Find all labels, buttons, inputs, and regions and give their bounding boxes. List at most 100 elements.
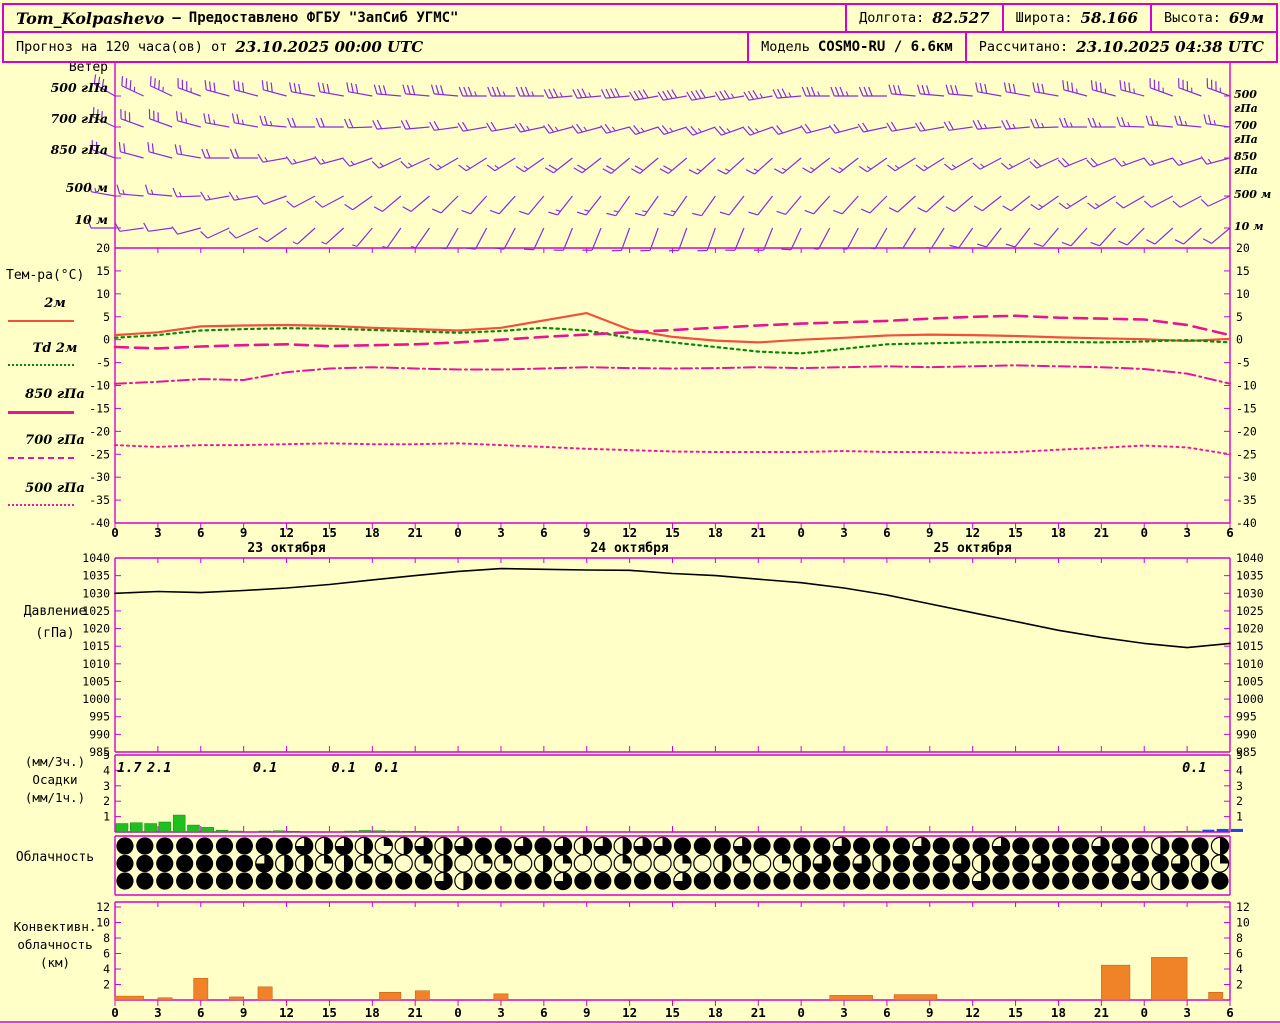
svg-text:18: 18 bbox=[1051, 1005, 1066, 1020]
svg-text:0: 0 bbox=[103, 333, 110, 347]
legend-label-500hpa: 500 гПа bbox=[25, 481, 85, 496]
svg-text:2: 2 bbox=[103, 794, 110, 808]
svg-text:15: 15 bbox=[322, 1005, 337, 1020]
svg-text:8: 8 bbox=[103, 931, 110, 945]
svg-text:-10: -10 bbox=[89, 379, 110, 393]
svg-text:5: 5 bbox=[1236, 748, 1243, 762]
svg-text:2: 2 bbox=[103, 978, 110, 992]
time-axis: 0 0 3 3 6 6 9 9 12 12 15 15 18 18 21 21 0 0 3 3 6 6 9 9 12 12 15 15… bbox=[111, 248, 1234, 1020]
svg-text:15: 15 bbox=[665, 525, 680, 540]
dash: — bbox=[172, 10, 181, 26]
svg-text:24 октября: 24 октября bbox=[590, 541, 668, 556]
wind-level-label-500m: 500 м bbox=[65, 180, 108, 195]
svg-text:0: 0 bbox=[111, 525, 119, 540]
provider-text: Предоставлено ФГБУ "ЗапСиб УГМС" bbox=[188, 10, 459, 26]
svg-text:9: 9 bbox=[240, 1005, 248, 1020]
svg-text:1: 1 bbox=[1236, 810, 1243, 824]
svg-text:-10: -10 bbox=[1236, 379, 1257, 393]
latitude-label: Широта: bbox=[1015, 10, 1073, 26]
legend-line-700hpa bbox=[8, 457, 74, 459]
wind-level-label-700hpa-right: 700 гПа bbox=[1234, 119, 1258, 146]
forecast-segment: Прогноз на 120 часа(ов) от 23.10.2025 00… bbox=[4, 33, 747, 61]
altitude-segment: Высота: 69м bbox=[1149, 5, 1276, 31]
svg-text:9: 9 bbox=[583, 1005, 591, 1020]
svg-text:990: 990 bbox=[1236, 727, 1257, 741]
svg-text:1: 1 bbox=[103, 810, 110, 824]
svg-text:-35: -35 bbox=[89, 493, 110, 507]
svg-text:21: 21 bbox=[1094, 1005, 1109, 1020]
model-value: COSMO-RU / 6.6км bbox=[817, 39, 953, 55]
svg-text:0: 0 bbox=[797, 525, 805, 540]
pressure-curve bbox=[114, 567, 1231, 649]
svg-text:-15: -15 bbox=[89, 401, 110, 415]
pressure-panel-title: Давление bbox=[23, 604, 87, 619]
svg-text:-30: -30 bbox=[89, 470, 110, 484]
svg-text:21: 21 bbox=[408, 1005, 423, 1020]
legend-line-500hpa bbox=[8, 504, 74, 506]
precip-units-1h: (мм/1ч.) bbox=[24, 790, 86, 805]
svg-text:-25: -25 bbox=[1236, 447, 1257, 461]
svg-text:15: 15 bbox=[665, 1005, 680, 1020]
svg-text:23 октября: 23 октября bbox=[247, 541, 325, 556]
wind-level-label-850hpa: 850 гПа bbox=[50, 142, 108, 157]
forecast-label: Прогноз на 120 часа(ов) от bbox=[16, 39, 228, 55]
calc-segment: Рассчитано: 23.10.2025 04:38 UTC bbox=[964, 33, 1276, 61]
svg-text:3: 3 bbox=[497, 525, 505, 540]
cloud-circles bbox=[116, 836, 1230, 891]
svg-text:3: 3 bbox=[497, 1005, 505, 1020]
svg-text:1005: 1005 bbox=[82, 674, 110, 688]
svg-text:12: 12 bbox=[279, 1005, 294, 1020]
svg-text:6: 6 bbox=[197, 525, 205, 540]
svg-text:20: 20 bbox=[96, 241, 110, 255]
wind-level-label-500m-right: 500 м bbox=[1234, 188, 1272, 201]
svg-text:18: 18 bbox=[1051, 525, 1066, 540]
svg-text:0: 0 bbox=[1140, 525, 1148, 540]
forecast-time: 23.10.2025 00:00 UTC bbox=[235, 38, 424, 56]
svg-text:5: 5 bbox=[1236, 310, 1243, 324]
svg-text:1035: 1035 bbox=[82, 569, 110, 583]
svg-text:-40: -40 bbox=[1236, 516, 1257, 530]
svg-text:21: 21 bbox=[751, 1005, 766, 1020]
svg-text:15: 15 bbox=[322, 525, 337, 540]
svg-text:995: 995 bbox=[1236, 710, 1257, 724]
legend-label-850hpa: 850 гПа bbox=[25, 387, 85, 402]
latitude-value: 58.166 bbox=[1080, 9, 1138, 27]
svg-text:3: 3 bbox=[154, 1005, 162, 1020]
svg-text:12: 12 bbox=[622, 525, 637, 540]
svg-text:0: 0 bbox=[1140, 1005, 1148, 1020]
header-row-2: Прогноз на 120 часа(ов) от 23.10.2025 00… bbox=[4, 33, 1276, 61]
svg-text:-35: -35 bbox=[1236, 493, 1257, 507]
legend-label-700hpa: 700 гПа bbox=[25, 433, 85, 448]
svg-text:-15: -15 bbox=[1236, 401, 1257, 415]
svg-text:18: 18 bbox=[365, 525, 380, 540]
svg-text:0: 0 bbox=[111, 1005, 119, 1020]
svg-text:985: 985 bbox=[1236, 745, 1257, 759]
wind-level-label-500hpa: 500 гПа bbox=[50, 80, 108, 95]
svg-text:1035: 1035 bbox=[1236, 569, 1264, 583]
svg-text:6: 6 bbox=[540, 1005, 548, 1020]
svg-text:12: 12 bbox=[622, 1005, 637, 1020]
wind-panel-title: Ветер bbox=[68, 60, 108, 75]
wind-level-label-700hpa: 700 гПа bbox=[50, 111, 108, 126]
svg-text:6: 6 bbox=[1226, 525, 1234, 540]
svg-text:0.1: 0.1 bbox=[1182, 760, 1206, 776]
temperature-panel-title: Тем-ра(°C) bbox=[6, 268, 85, 283]
svg-text:3: 3 bbox=[154, 525, 162, 540]
svg-text:6: 6 bbox=[883, 1005, 891, 1020]
legend-line-850hpa bbox=[8, 411, 74, 414]
convective-title-1: Конвективн. bbox=[13, 919, 97, 934]
svg-text:12: 12 bbox=[96, 900, 110, 914]
station-name: Tom_Kolpashevo bbox=[16, 8, 165, 28]
longitude-segment: Долгота: 82.527 bbox=[845, 5, 1001, 31]
legend-line-2m bbox=[8, 320, 74, 322]
calc-label: Рассчитано: bbox=[978, 39, 1069, 55]
svg-text:12: 12 bbox=[965, 525, 980, 540]
svg-text:3: 3 bbox=[840, 1005, 848, 1020]
svg-text:-5: -5 bbox=[1236, 356, 1250, 370]
svg-text:18: 18 bbox=[708, 525, 723, 540]
svg-text:4: 4 bbox=[1236, 962, 1243, 976]
svg-text:15: 15 bbox=[1008, 525, 1023, 540]
svg-text:2: 2 bbox=[1236, 978, 1243, 992]
model-segment: Модель COSMO-RU / 6.6км bbox=[747, 33, 965, 61]
